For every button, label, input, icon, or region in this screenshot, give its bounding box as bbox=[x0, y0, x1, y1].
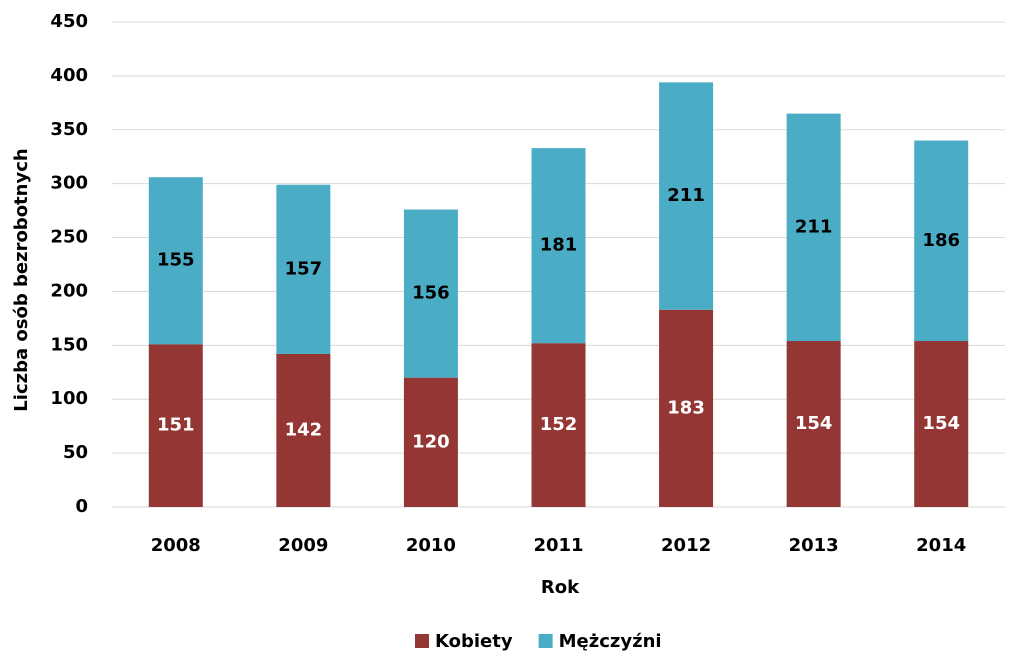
x-tick-label: 2010 bbox=[406, 535, 456, 556]
bar-segment bbox=[531, 343, 586, 507]
bar-segment bbox=[403, 209, 458, 378]
bar-segment bbox=[659, 82, 714, 310]
data-label: 181 bbox=[540, 235, 578, 256]
bar-segment bbox=[531, 148, 586, 344]
bar-segment bbox=[403, 377, 458, 507]
bar-segment bbox=[914, 140, 969, 342]
data-label: 186 bbox=[922, 230, 960, 251]
x-tick-label: 2011 bbox=[533, 535, 583, 556]
y-tick-label: 150 bbox=[50, 334, 88, 355]
x-tick-label: 2013 bbox=[789, 535, 839, 556]
data-label: 155 bbox=[157, 250, 195, 271]
data-label: 211 bbox=[795, 216, 833, 237]
data-label: 152 bbox=[540, 414, 578, 435]
y-tick-label: 400 bbox=[50, 65, 88, 86]
data-label: 120 bbox=[412, 431, 450, 452]
x-tick-label: 2009 bbox=[278, 535, 328, 556]
x-tick-label: 2014 bbox=[916, 535, 966, 556]
bar-segment bbox=[659, 309, 714, 507]
y-tick-label: 0 bbox=[75, 496, 88, 517]
x-tick-label: 2012 bbox=[661, 535, 711, 556]
data-label: 151 bbox=[157, 415, 195, 436]
legend-label: Kobiety bbox=[435, 631, 513, 652]
legend-swatch bbox=[415, 634, 429, 648]
bar-segment bbox=[786, 341, 841, 507]
data-label: 154 bbox=[922, 413, 960, 434]
y-tick-label: 350 bbox=[50, 119, 88, 140]
bar-segment bbox=[148, 344, 203, 507]
x-tick-label: 2008 bbox=[151, 535, 201, 556]
data-label: 211 bbox=[667, 185, 705, 206]
data-label: 157 bbox=[285, 258, 323, 279]
y-tick-label: 250 bbox=[50, 227, 88, 248]
data-label: 142 bbox=[285, 419, 323, 440]
y-tick-label: 50 bbox=[63, 442, 88, 463]
legend-swatch bbox=[538, 634, 553, 648]
legend-label: Mężczyźni bbox=[559, 631, 662, 652]
y-tick-label: 200 bbox=[50, 280, 88, 301]
x-axis-title: Rok bbox=[541, 577, 580, 598]
data-label: 154 bbox=[795, 413, 833, 434]
bar-segment bbox=[276, 184, 331, 354]
y-tick-label: 100 bbox=[50, 388, 88, 409]
bar-segment bbox=[148, 177, 203, 345]
y-axis-title: Liczba osób bezrobotnych bbox=[11, 148, 32, 411]
data-label: 156 bbox=[412, 283, 450, 304]
bar-segment bbox=[914, 341, 969, 507]
y-tick-label: 300 bbox=[50, 173, 88, 194]
bar-segment bbox=[786, 113, 841, 342]
data-label: 183 bbox=[667, 397, 705, 418]
bar-segment bbox=[276, 353, 331, 507]
y-tick-label: 450 bbox=[50, 11, 88, 32]
